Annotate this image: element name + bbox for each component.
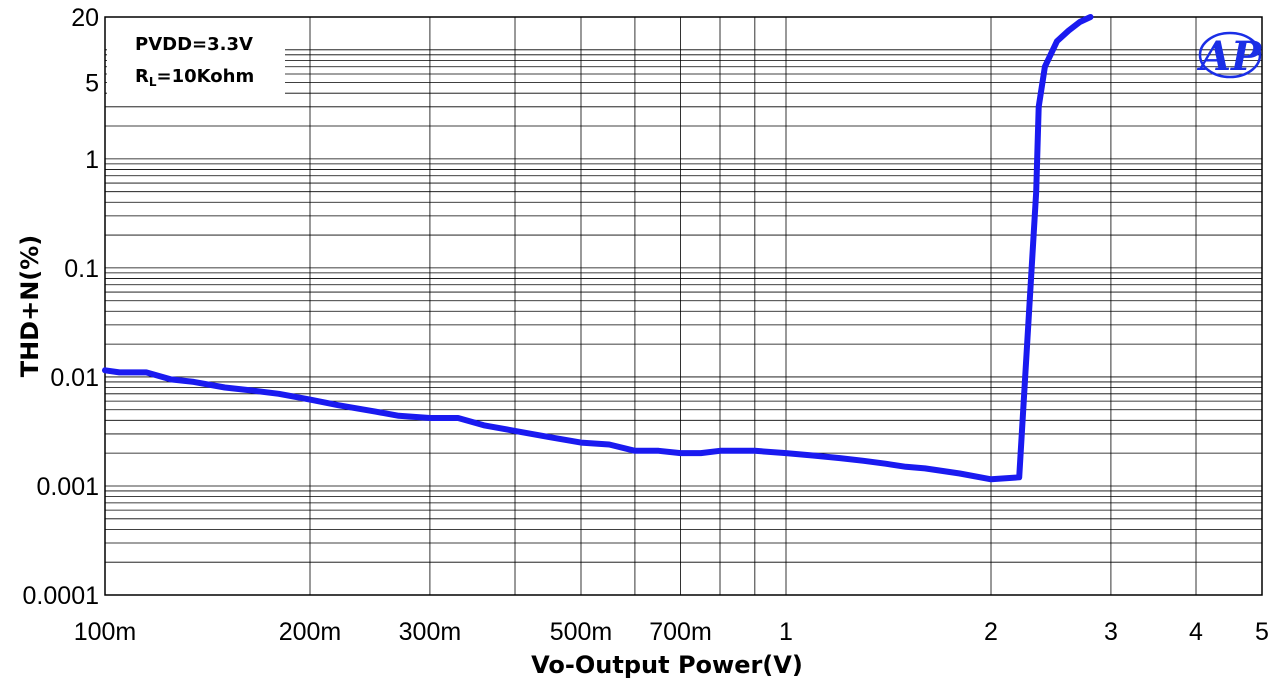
y-tick-label: 0.0001 (23, 582, 99, 610)
annotation-pvdd: PVDD=3.3V (135, 34, 253, 55)
x-tick-label: 700m (649, 618, 712, 646)
x-axis-label: Vo-Output Power(V) (531, 651, 803, 679)
y-tick-label: 5 (85, 70, 99, 98)
y-tick-labels: 20 5 1 0.1 0.01 0.001 0.0001 (23, 4, 99, 610)
y-tick-label: 0.01 (50, 364, 99, 392)
x-tick-label: 100m (74, 618, 137, 646)
y-tick-label: 20 (71, 4, 99, 32)
y-tick-label: 0.1 (64, 255, 99, 283)
x-tick-label: 5 (1255, 618, 1269, 646)
x-tick-label: 1 (779, 618, 793, 646)
ap-logo: AP (1196, 31, 1263, 80)
plot-frame (104, 16, 1263, 596)
y-tick-label: 1 (85, 146, 99, 174)
ap-logo-text: AP (1196, 33, 1263, 80)
grid (105, 17, 1262, 595)
series-line (102, 14, 1094, 483)
series-layer (102, 14, 1094, 483)
y-axis-label: THD+N(%) (16, 235, 44, 378)
x-tick-label: 4 (1189, 618, 1203, 646)
x-tick-labels: 100m 200m 300m 500m 700m 1 2 3 4 5 (74, 618, 1269, 646)
annotation-box (107, 19, 285, 99)
x-tick-label: 2 (984, 618, 998, 646)
y-tick-label: 0.001 (36, 473, 99, 501)
x-tick-label: 300m (399, 618, 462, 646)
annotation-rl: RL=10Kohm (135, 66, 254, 89)
x-tick-label: 500m (550, 618, 613, 646)
x-tick-label: 3 (1104, 618, 1118, 646)
x-tick-label: 200m (279, 618, 342, 646)
